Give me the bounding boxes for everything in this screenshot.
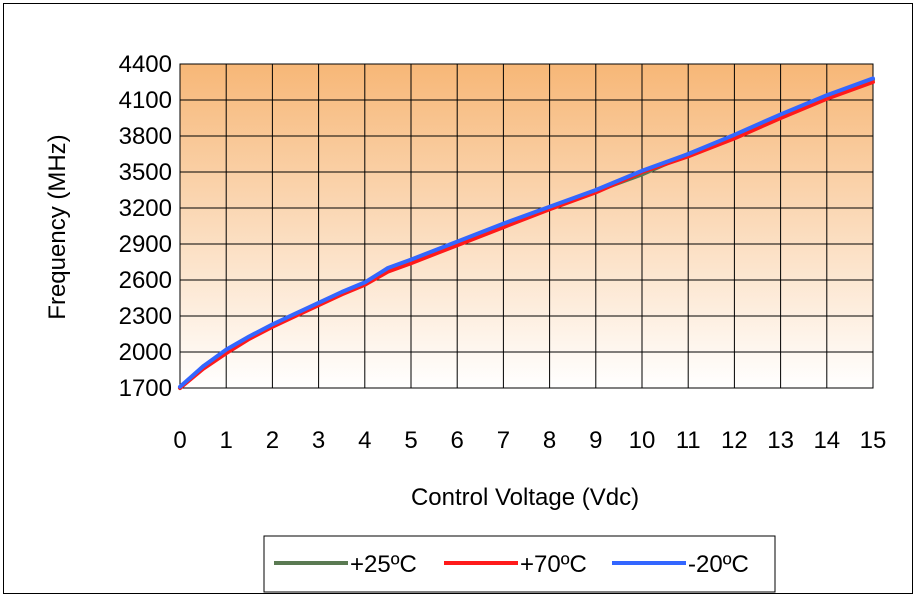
y-tick-label: 2600 [119, 267, 172, 294]
y-tick-label: 2000 [119, 339, 172, 366]
y-tick-label: 3200 [119, 195, 172, 222]
plot-border [179, 63, 874, 389]
plot-area [180, 64, 873, 388]
x-tick-label: 3 [312, 427, 325, 454]
x-tick-label: 4 [358, 427, 371, 454]
x-tick-label: 0 [173, 427, 186, 454]
series-line-2 [178, 76, 875, 389]
y-axis-title: Frequency (MHz) [44, 134, 71, 319]
x-tick-label: 15 [860, 427, 887, 454]
legend: +25ºC +70ºC -20ºC [263, 535, 776, 593]
y-tick-label: 4100 [119, 87, 172, 114]
x-tick-label: 13 [767, 427, 794, 454]
x-tick-label: 14 [813, 427, 840, 454]
y-tick-labels: 1700 2000 2300 2600 2900 3200 3500 3800 4100 4400 [119, 51, 172, 402]
x-tick-label: 7 [497, 427, 510, 454]
x-tick-label: 2 [266, 427, 279, 454]
y-tick-label: 3500 [119, 159, 172, 186]
y-tick-label: 2900 [119, 231, 172, 258]
series-layer [178, 76, 875, 390]
x-tick-label: 9 [589, 427, 602, 454]
y-tick-label: 3800 [119, 123, 172, 150]
x-tick-label: 10 [629, 427, 656, 454]
x-tick-label: 5 [404, 427, 417, 454]
legend-label-plus25: +25ºC [350, 551, 417, 578]
x-tick-label: 1 [220, 427, 233, 454]
series-line-1 [178, 80, 875, 390]
x-axis-title: Control Voltage (Vdc) [411, 484, 639, 511]
legend-label-plus70: +70ºC [520, 551, 587, 578]
legend-label-minus20: -20ºC [688, 551, 749, 578]
y-tick-label: 2300 [119, 303, 172, 330]
x-tick-label: 11 [676, 427, 701, 454]
x-tick-label: 6 [451, 427, 464, 454]
x-tick-label: 8 [543, 427, 556, 454]
y-tick-label: 4400 [119, 51, 172, 78]
y-tick-label: 1700 [119, 375, 172, 402]
x-tick-labels: 0 1 2 3 4 5 6 7 8 9 10 11 12 13 14 15 [173, 427, 886, 454]
x-tick-label: 12 [721, 427, 748, 454]
legend-box [263, 535, 776, 593]
